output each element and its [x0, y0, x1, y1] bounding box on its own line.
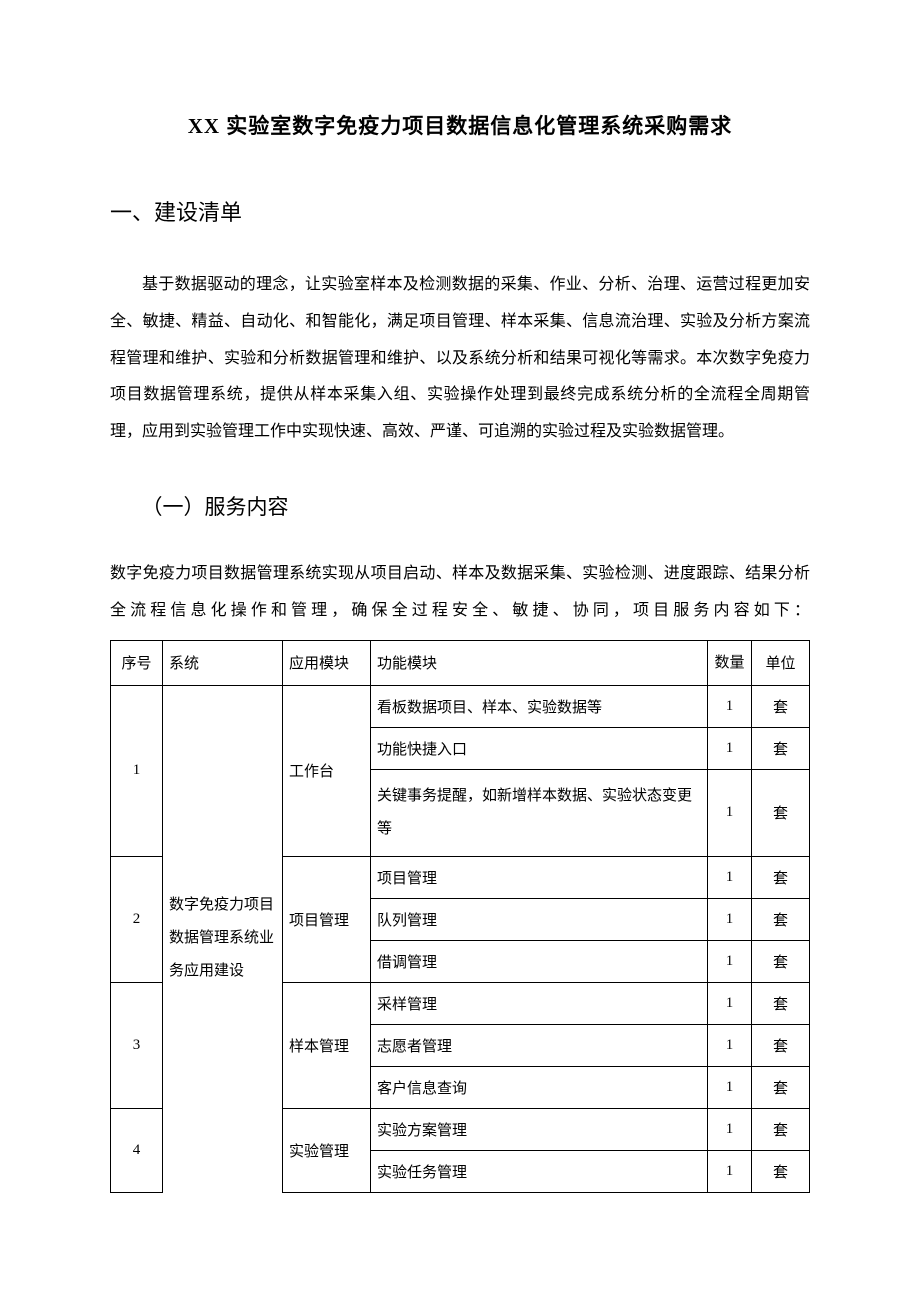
table-row: 1 数字免疫力项目数据管理系统业务应用建设 工作台 看板数据项目、样本、实验数据…	[111, 685, 810, 727]
cell-unit: 套	[752, 727, 810, 769]
cell-unit: 套	[752, 1066, 810, 1108]
cell-unit: 套	[752, 769, 810, 856]
cell-module: 样本管理	[283, 982, 371, 1108]
cell-func: 实验任务管理	[371, 1150, 708, 1192]
cell-qty: 1	[708, 898, 752, 940]
document-title: XX 实验室数字免疫力项目数据信息化管理系统采购需求	[110, 110, 810, 140]
th-module: 应用模块	[283, 640, 371, 685]
service-content-table: 序号 系统 应用模块 功能模块 数量 单位 1 数字免疫力项目数据管理系统业务应…	[110, 640, 810, 1193]
cell-module: 实验管理	[283, 1108, 371, 1192]
cell-seq: 3	[111, 982, 163, 1108]
cell-unit: 套	[752, 898, 810, 940]
cell-seq: 4	[111, 1108, 163, 1192]
cell-func: 看板数据项目、样本、实验数据等	[371, 685, 708, 727]
cell-func: 借调管理	[371, 940, 708, 982]
th-qty: 数量	[708, 640, 752, 685]
cell-func: 功能快捷入口	[371, 727, 708, 769]
cell-qty: 1	[708, 982, 752, 1024]
cell-module: 项目管理	[283, 856, 371, 982]
cell-func: 实验方案管理	[371, 1108, 708, 1150]
cell-func: 项目管理	[371, 856, 708, 898]
cell-func: 关键事务提醒，如新增样本数据、实验状态变更等	[371, 769, 708, 856]
cell-qty: 1	[708, 856, 752, 898]
th-seq: 序号	[111, 640, 163, 685]
cell-qty: 1	[708, 1108, 752, 1150]
cell-qty: 1	[708, 1150, 752, 1192]
table-header-row: 序号 系统 应用模块 功能模块 数量 单位	[111, 640, 810, 685]
cell-seq: 2	[111, 856, 163, 982]
cell-qty: 1	[708, 1066, 752, 1108]
th-system: 系统	[163, 640, 283, 685]
cell-func: 采样管理	[371, 982, 708, 1024]
cell-unit: 套	[752, 685, 810, 727]
cell-qty: 1	[708, 769, 752, 856]
cell-qty: 1	[708, 940, 752, 982]
cell-func: 客户信息查询	[371, 1066, 708, 1108]
cell-unit: 套	[752, 1024, 810, 1066]
cell-unit: 套	[752, 982, 810, 1024]
th-unit: 单位	[752, 640, 810, 685]
cell-unit: 套	[752, 1150, 810, 1192]
cell-unit: 套	[752, 856, 810, 898]
cell-unit: 套	[752, 1108, 810, 1150]
cell-qty: 1	[708, 1024, 752, 1066]
cell-seq: 1	[111, 685, 163, 856]
subsection-1-1-heading: （一）服务内容	[110, 491, 810, 521]
cell-func: 志愿者管理	[371, 1024, 708, 1066]
cell-module: 工作台	[283, 685, 371, 856]
intro-paragraph: 基于数据驱动的理念，让实验室样本及检测数据的采集、作业、分析、治理、运营过程更加…	[110, 267, 810, 451]
cell-qty: 1	[708, 727, 752, 769]
cell-func: 队列管理	[371, 898, 708, 940]
th-func: 功能模块	[371, 640, 708, 685]
cell-qty: 1	[708, 685, 752, 727]
cell-system: 数字免疫力项目数据管理系统业务应用建设	[163, 685, 283, 1192]
cell-unit: 套	[752, 940, 810, 982]
section-1-heading: 一、建设清单	[110, 195, 810, 227]
service-paragraph: 数字免疫力项目数据管理系统实现从项目启动、样本及数据采集、实验检测、进度跟踪、结…	[110, 556, 810, 630]
